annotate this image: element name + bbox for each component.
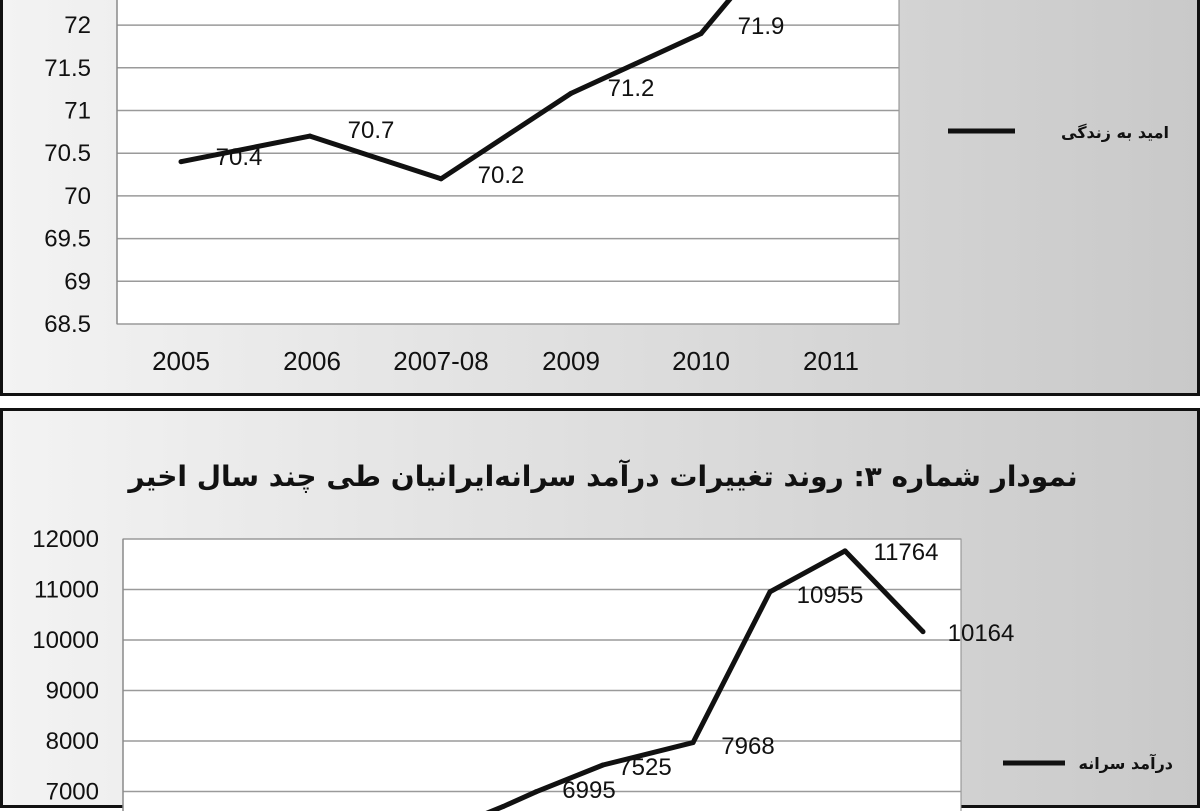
- legend-label: امید به زندگی: [1061, 123, 1169, 142]
- plot-area: [116, 0, 900, 325]
- data-label: 71.2: [608, 75, 655, 102]
- data-point: [690, 740, 696, 746]
- y-tick-label: 69.5: [44, 226, 91, 253]
- data-label: 70.2: [478, 162, 525, 189]
- life-expectancy-chart: 68.5 69 69.5 70 70.5 71 71.5 72 2005 2006 2007-08 2…: [44, 0, 1169, 376]
- data-label: 70.4: [216, 144, 263, 171]
- life-expectancy-chart-panel: 68.5 69 69.5 70 70.5 71 71.5 72 2005 2006 2007-08 2…: [0, 0, 1200, 396]
- y-tick-label: 72: [64, 12, 91, 39]
- data-point: [178, 159, 184, 165]
- data-point: [568, 90, 574, 96]
- data-label: 10164: [948, 620, 1015, 647]
- legend-label: درآمد سرانه: [1078, 753, 1173, 773]
- data-point: [533, 789, 539, 795]
- x-tick-label: 2005: [152, 346, 210, 376]
- y-tick-label: 8000: [46, 728, 99, 755]
- data-point: [842, 548, 848, 554]
- y-tick-label: 7000: [46, 779, 99, 806]
- data-point: [920, 629, 926, 635]
- data-label: 7525: [618, 754, 671, 781]
- data-label: 70.7: [348, 117, 395, 144]
- data-point: [767, 589, 773, 595]
- y-tick-label: 70.5: [44, 140, 91, 167]
- x-tick-label: 2007-08: [393, 346, 488, 376]
- y-tick-label: 69: [64, 268, 91, 295]
- data-point: [307, 133, 313, 139]
- income-chart: نمودار شماره ۳: روند تغییرات درآمد سرانه…: [32, 459, 1173, 811]
- y-tick-label: 68.5: [44, 311, 91, 338]
- x-tick-label: 2009: [542, 346, 600, 376]
- chart-title: نمودار شماره ۳: روند تغییرات درآمد سرانه…: [126, 459, 1077, 493]
- y-tick-label: 12000: [32, 526, 99, 553]
- series-line: [180, 0, 733, 182]
- data-point: [500, 804, 506, 810]
- y-tick-label: 70: [64, 183, 91, 210]
- x-tick-label: 2011: [803, 346, 859, 376]
- data-label: 11764: [874, 539, 939, 566]
- income-chart-panel: نمودار شماره ۳: روند تغییرات درآمد سرانه…: [0, 408, 1200, 811]
- data-label: 10955: [797, 582, 864, 609]
- data-point: [438, 176, 444, 182]
- y-tick-label: 10000: [32, 627, 99, 654]
- data-label: 71.9: [738, 13, 785, 40]
- x-tick-label: 2010: [672, 346, 730, 376]
- x-tick-label: 2006: [283, 346, 341, 376]
- y-tick-label: 9000: [46, 678, 99, 705]
- plot-area: [122, 538, 962, 811]
- y-tick-label: 11000: [34, 577, 99, 604]
- y-tick-label: 71.5: [44, 55, 91, 82]
- data-point: [600, 762, 606, 768]
- data-label: 7968: [721, 733, 774, 760]
- y-tick-label: 71: [64, 98, 91, 125]
- data-point: [698, 31, 704, 37]
